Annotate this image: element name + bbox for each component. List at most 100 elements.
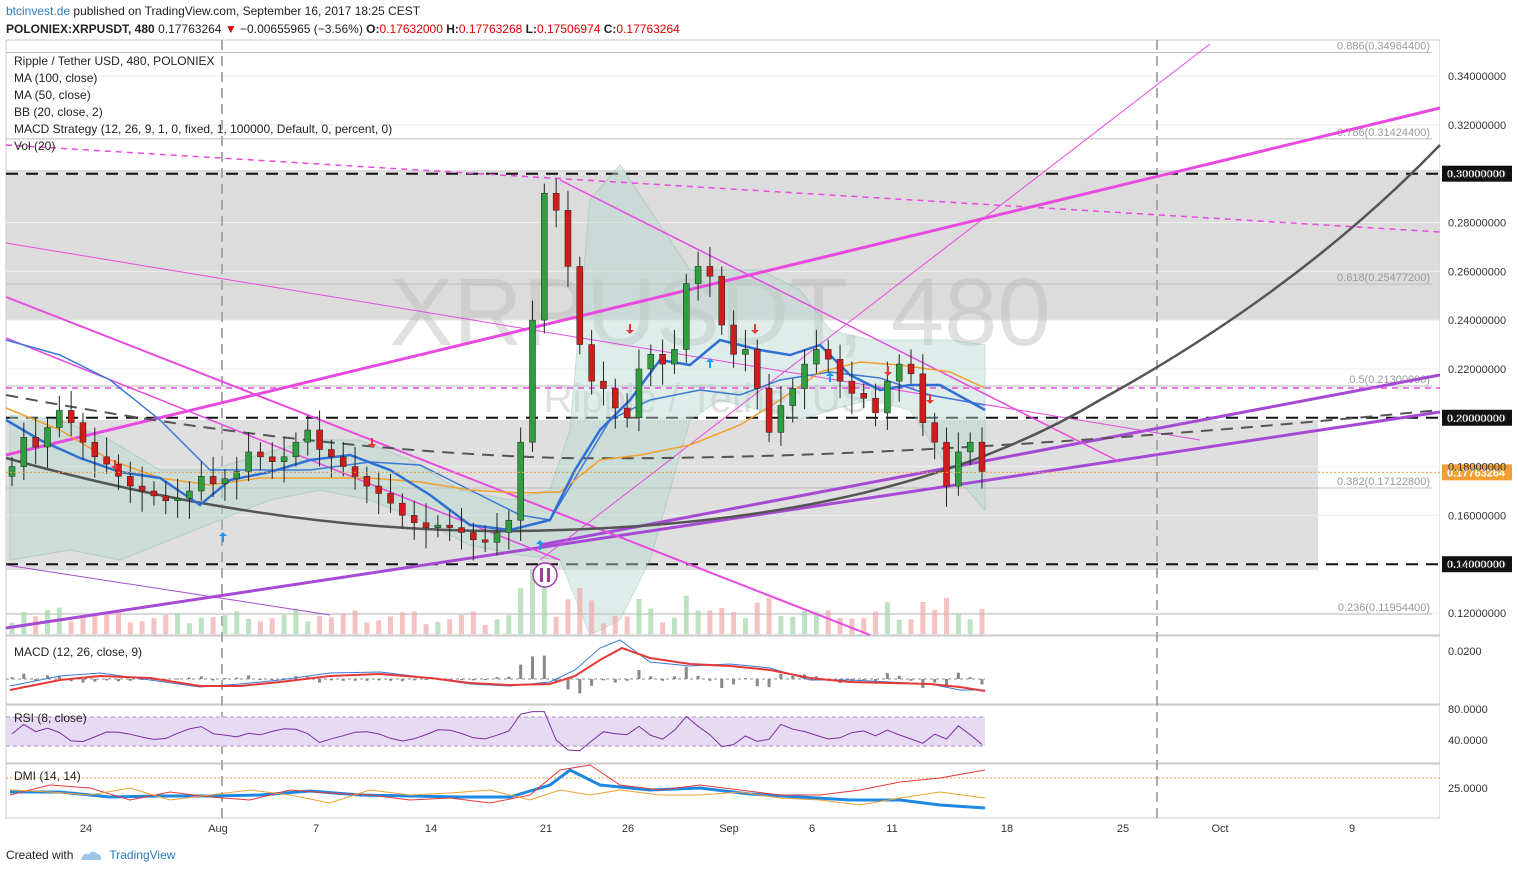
legend-bb[interactable]: BB (20, close, 2)	[14, 105, 103, 119]
level-price-label: 0.30000000	[1447, 169, 1505, 181]
macd-hist-bar	[945, 679, 949, 688]
time-axis-label: 21	[540, 823, 552, 835]
candle-down	[375, 485, 382, 494]
trendline-purple-upper[interactable]	[539, 373, 1441, 547]
candle-up	[683, 283, 690, 350]
legend-vol[interactable]: Vol (20)	[14, 139, 56, 153]
candle-down	[623, 407, 631, 419]
dmi-pane-label[interactable]: DMI (14, 14)	[14, 769, 81, 783]
macd-hist-bar	[613, 679, 617, 683]
trendline-purple-thin[interactable]	[5, 564, 331, 616]
level-price-label: 0.14000000	[1447, 559, 1505, 571]
sell-arrow-icon	[926, 394, 934, 404]
candle-up	[174, 498, 181, 501]
macd-hist-bar	[116, 679, 120, 682]
volume-bar	[293, 608, 299, 634]
symbol-label: POLONIEX:XRPUSDT, 480	[6, 22, 155, 36]
volume-bar	[932, 609, 938, 634]
legend-ma100[interactable]: MA (100, close)	[14, 71, 98, 85]
trendline-magenta-dashed[interactable]	[5, 144, 1441, 233]
open-label: O:	[366, 22, 380, 36]
volume-bar	[68, 621, 74, 634]
fib-level-label: 0.382(0.17122800)	[1337, 476, 1430, 488]
parabolic-curve[interactable]	[5, 144, 1441, 533]
time-axis[interactable]: 24 Aug 7 14 21 26 Sep 6 11 18 25 Oct 9	[80, 823, 1355, 835]
legend-macd-strategy[interactable]: MACD Strategy (12, 26, 9, 1, 0, fixed, 1…	[14, 122, 393, 136]
macd-hist-bar	[81, 679, 85, 683]
macd-hist-bar	[495, 677, 499, 679]
macd-hist-bar	[933, 679, 937, 683]
candle-up	[541, 192, 548, 321]
macd-hist-bar	[684, 666, 688, 679]
price-axis[interactable]: 0.34000000 0.32000000 0.30000000 0.28000000…	[1448, 71, 1506, 620]
macd-pane[interactable]	[5, 635, 1441, 705]
volume-bar	[506, 615, 512, 634]
macd-hist-bar	[791, 675, 795, 679]
candle-down	[91, 441, 99, 458]
rsi-pane-label[interactable]: RSI (8, close)	[14, 711, 87, 725]
candle-down	[138, 485, 146, 492]
rsi-band	[6, 717, 985, 746]
low-value: 0.17506974	[537, 22, 601, 36]
volume-bar	[802, 611, 808, 634]
macd-hist-bar	[708, 679, 712, 681]
macd-hist-bar	[412, 679, 416, 681]
candle-down	[481, 539, 489, 543]
candle-up	[635, 368, 643, 419]
macd-hist-bar	[980, 679, 984, 685]
trendline-support-purple[interactable]	[5, 410, 1441, 630]
pattern-marker-icon[interactable]	[532, 562, 558, 588]
time-axis-label: 25	[1117, 823, 1129, 835]
pause-glyph-icon	[547, 568, 550, 582]
price-axis-label: 0.30000000	[1448, 169, 1506, 181]
symbol-ohlc: POLONIEX:XRPUSDT, 480 0.17763264 ▼ −0.00…	[6, 22, 680, 36]
candle-up	[233, 471, 241, 480]
dmi-axis-label: 25.0000	[1448, 783, 1488, 795]
candle-down	[730, 324, 737, 355]
candle-down	[410, 515, 418, 523]
candle-up	[895, 363, 903, 382]
tradingview-brand[interactable]: TradingView	[109, 848, 176, 862]
candle-down	[339, 456, 347, 467]
site-link[interactable]: btcinvest.de	[6, 4, 71, 18]
price-axis-label: 0.32000000	[1448, 120, 1506, 132]
trendline-magenta-steep[interactable]	[539, 43, 1211, 561]
volume-bar	[151, 618, 157, 634]
candle-down	[209, 476, 217, 484]
trendline-magenta-cross[interactable]	[559, 179, 1121, 463]
price-axis-area[interactable]	[1440, 40, 1518, 818]
macd-hist-bar	[45, 675, 49, 679]
high-value: 0.17763268	[458, 22, 523, 36]
volume-bar	[671, 617, 677, 634]
candle-up	[801, 363, 808, 389]
candle-down	[872, 397, 879, 414]
dashed-curve[interactable]	[5, 394, 1441, 460]
legend-symbol[interactable]: Ripple / Tether USD, 480, POLONIEX	[14, 54, 215, 68]
candle-down	[79, 422, 87, 443]
sell-arrow-icon	[751, 324, 759, 334]
price-axis-label: 0.20000000	[1448, 413, 1506, 425]
volume-bar	[246, 618, 252, 634]
macd-hist-bar	[862, 679, 866, 680]
volume-bar	[884, 602, 890, 634]
legend-ma50[interactable]: MA (50, close)	[14, 88, 91, 102]
di-plus-line	[9, 764, 986, 804]
macd-hist-bar	[732, 679, 736, 685]
candle-up	[292, 441, 300, 458]
macd-hist-bar	[874, 679, 878, 682]
candle-up	[20, 437, 28, 467]
fib-level-label: 0.786(0.31424400)	[1337, 127, 1430, 139]
time-axis-label: 26	[622, 823, 634, 835]
candle-up	[221, 478, 229, 484]
time-axis-label: 6	[809, 823, 815, 835]
macd-pane-label[interactable]: MACD (12, 26, close, 9)	[14, 645, 143, 659]
volume-bar	[115, 609, 121, 634]
close-value: 0.17763264	[616, 22, 680, 36]
macd-hist-bar	[519, 664, 523, 679]
trendline-magenta-thin[interactable]	[5, 242, 1201, 441]
trendline-magenta-down[interactable]	[5, 296, 871, 636]
volume-bar	[518, 588, 524, 634]
candle-up	[955, 451, 962, 487]
volume-bar	[541, 579, 547, 634]
